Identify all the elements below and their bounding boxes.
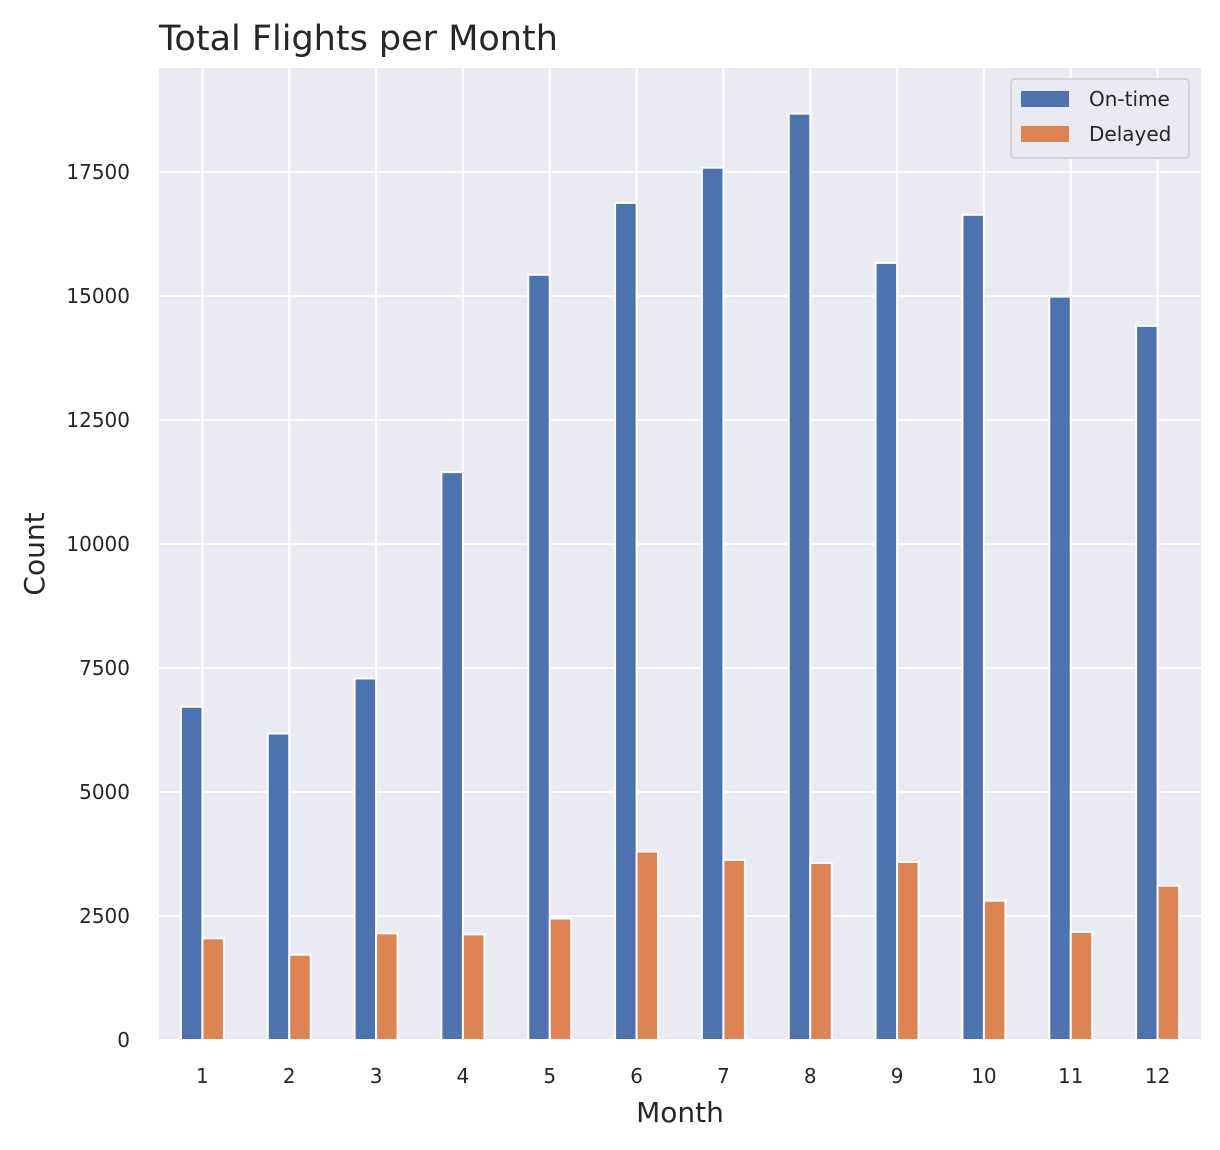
legend-swatch-delayed <box>1021 126 1069 142</box>
bar-on-time-month-10 <box>961 213 985 1042</box>
y-tick-label: 15000 <box>66 284 130 308</box>
bar-on-time-month-3 <box>353 677 378 1041</box>
x-tick-label: 7 <box>717 1064 730 1088</box>
bar-on-time-month-12 <box>1135 324 1159 1041</box>
x-tick-label: 1 <box>196 1064 209 1088</box>
bar-on-time-month-5 <box>527 273 551 1041</box>
plot-background <box>159 68 1201 1040</box>
x-tick-label: 12 <box>1145 1064 1170 1088</box>
bar-delayed-month-12 <box>1156 884 1181 1042</box>
x-tick-label: 2 <box>283 1064 296 1088</box>
bar-on-time-month-7 <box>700 166 725 1042</box>
y-tick-label: 5000 <box>79 780 130 804</box>
y-tick-label: 7500 <box>79 656 130 680</box>
bar-delayed-month-9 <box>896 860 920 1042</box>
legend: On-time Delayed <box>1010 78 1190 159</box>
y-tick-label: 10000 <box>66 532 130 556</box>
x-tick-label: 5 <box>543 1064 556 1088</box>
x-tick-label: 4 <box>457 1064 470 1088</box>
x-tick-label: 10 <box>971 1064 996 1088</box>
y-tick-label: 17500 <box>66 160 130 184</box>
bar-on-time-month-9 <box>874 261 899 1041</box>
legend-label-on-time: On-time <box>1089 87 1170 111</box>
bar-delayed-month-10 <box>982 899 1007 1041</box>
bar-delayed-month-3 <box>375 932 399 1042</box>
x-tick-label: 8 <box>804 1064 817 1088</box>
bar-delayed-month-7 <box>722 858 746 1041</box>
chart-title: Total Flights per Month <box>158 19 558 59</box>
x-axis-label: Month <box>636 1096 724 1129</box>
y-axis-label: Count <box>18 512 51 595</box>
bar-delayed-month-6 <box>635 850 660 1041</box>
bar-on-time-month-1 <box>179 705 204 1041</box>
legend-label-delayed: Delayed <box>1089 122 1171 146</box>
bar-on-time-month-4 <box>440 471 464 1041</box>
bar-on-time-month-11 <box>1048 295 1072 1042</box>
y-tick-label: 2500 <box>79 904 130 928</box>
bar-on-time-month-6 <box>614 201 638 1042</box>
bar-on-time-month-8 <box>787 112 812 1041</box>
x-tick-label: 9 <box>891 1064 904 1088</box>
bars <box>179 112 1181 1042</box>
x-tick-label: 6 <box>630 1064 643 1088</box>
y-tick-label: 0 <box>117 1028 130 1052</box>
x-tick-label: 3 <box>370 1064 383 1088</box>
bar-delayed-month-1 <box>201 937 225 1041</box>
bar-on-time-month-2 <box>266 732 291 1041</box>
bar-delayed-month-11 <box>1069 930 1094 1041</box>
bar-delayed-month-2 <box>288 953 312 1041</box>
bar-delayed-month-8 <box>809 861 833 1042</box>
bar-delayed-month-5 <box>548 917 573 1041</box>
y-tick-label: 12500 <box>66 408 130 432</box>
bar-delayed-month-4 <box>461 933 486 1041</box>
legend-swatch-on-time <box>1021 91 1069 107</box>
x-tick-label: 11 <box>1058 1064 1083 1088</box>
